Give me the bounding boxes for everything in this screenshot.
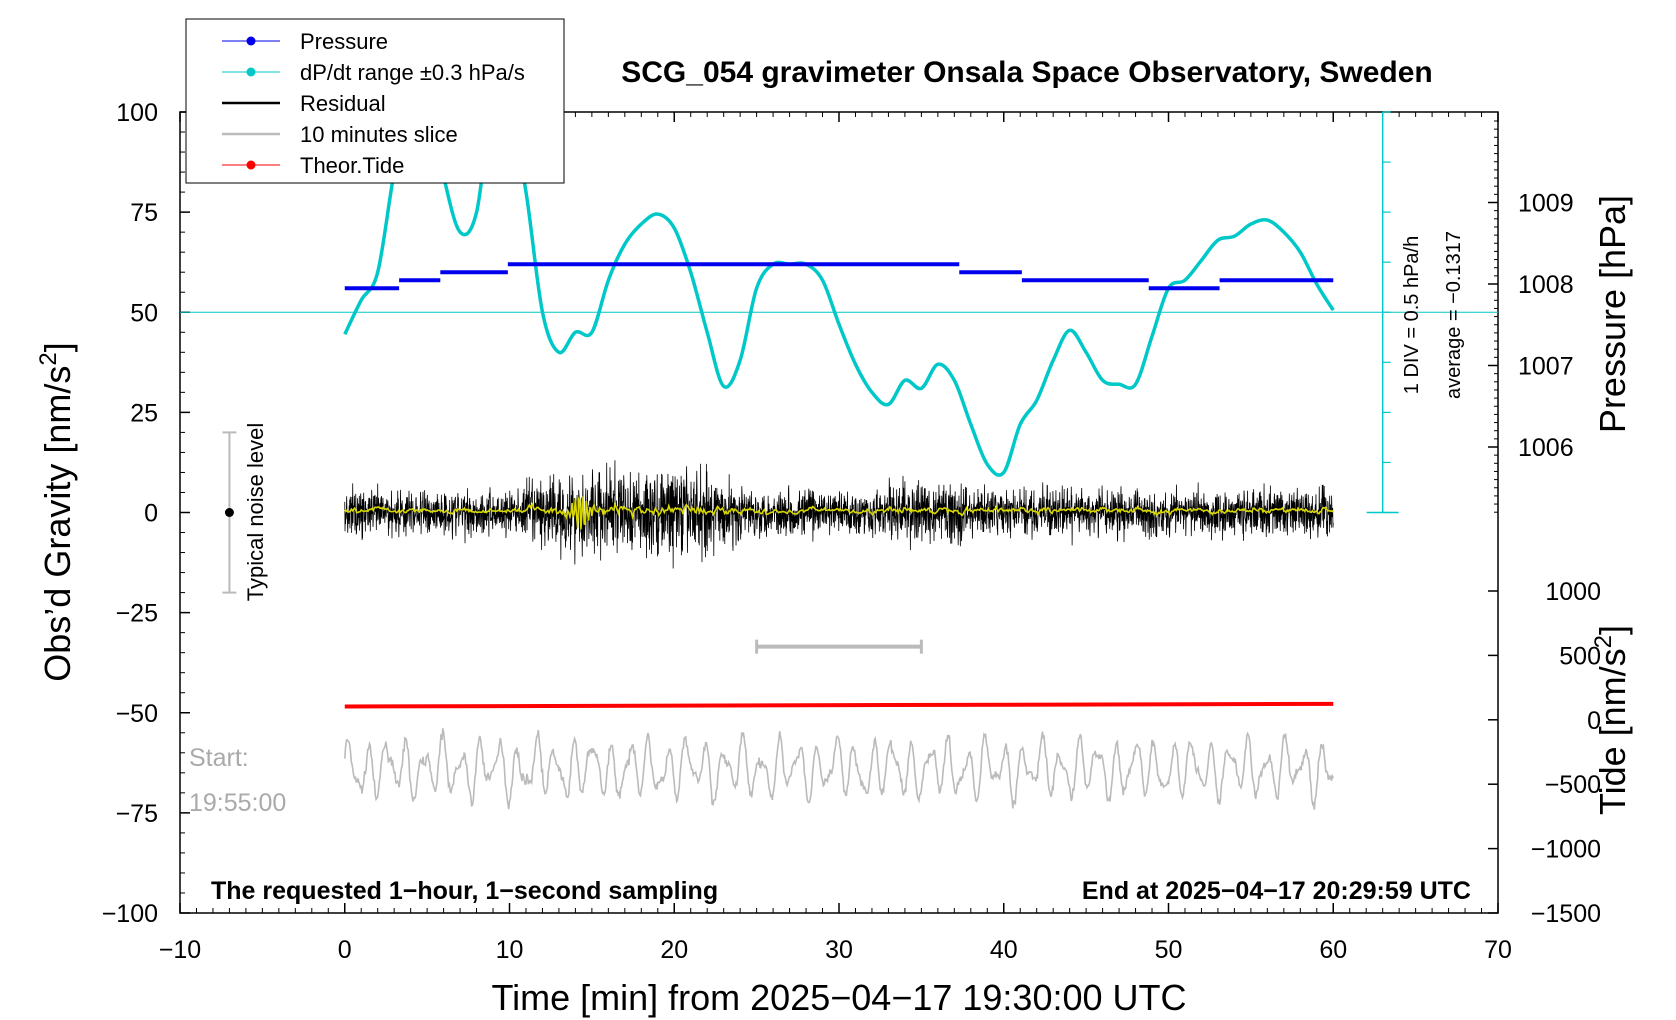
noise-level-indicator [222, 431, 237, 594]
legend: Pressure dP/dt range ±0.3 hPa/s Residual 10… [185, 18, 565, 184]
x-tick-label: −10 [159, 936, 201, 964]
legend-label: dP/dt range ±0.3 hPa/s [300, 60, 525, 85]
pressure-rate-scale [180, 111, 1498, 514]
footer-sampling-note: The requested 1−hour, 1−second sampling [211, 877, 718, 905]
slice-start-time: 19:55:00 [189, 789, 286, 817]
y-axis-right-tide-label-close: ] [1592, 625, 1633, 635]
legend-swatch-dot [246, 160, 256, 170]
pressure-average-note: average = −0.1317 [1443, 231, 1465, 399]
x-tick-label: 50 [1155, 936, 1183, 964]
y-axis-right-pressure-label: Pressure [hPa] [1592, 195, 1633, 433]
theoretical-tide-line [344, 701, 1334, 709]
y-tick-label: 100 [116, 99, 158, 127]
y-axis-left-label-close: ] [37, 342, 78, 352]
y-tick-label: 0 [144, 500, 158, 528]
x-tick-label: 20 [660, 936, 688, 964]
x-tick-label: 10 [496, 936, 524, 964]
tide-tick-label: −1000 [1531, 836, 1601, 864]
tide-tick-label: 0 [1587, 707, 1601, 735]
y-tick-label: 50 [130, 299, 158, 327]
noise-center-dot [224, 508, 234, 517]
ten-minute-slice-line [344, 728, 1335, 810]
legend-label: Pressure [300, 29, 388, 54]
legend-box [185, 18, 565, 184]
dpdt-curve [343, 112, 1335, 477]
y-axis-left-label-main: Obs’d Gravity [nm/s [37, 366, 78, 682]
ten-minute-slice-layer [344, 728, 1335, 810]
x-tick-label: 30 [825, 936, 853, 964]
pressure-tick-label: 1008 [1518, 271, 1574, 299]
pressure-tick-label: 1006 [1518, 434, 1574, 462]
tide-tick-label: −1500 [1531, 900, 1601, 928]
axis-ticks: −10 0 10 20 30 40 50 60 701007550250−25−50−75−10… [102, 99, 1601, 964]
legend-label: 10 minutes slice [300, 122, 458, 147]
y-axis-left-label-sup: 2 [35, 352, 62, 365]
y-tick-label: −75 [116, 800, 158, 828]
legend-label: Residual [300, 91, 386, 116]
slice-start-label: Start: [189, 744, 249, 772]
y-tick-label: −100 [102, 900, 158, 928]
footer-end-time: End at 2025−04−17 20:29:59 UTC [1082, 877, 1471, 905]
legend-swatch-dot [246, 36, 256, 46]
y-axis-right-tide-label: Tide [nm/s2] [1590, 625, 1633, 815]
chart-title: SCG_054 gravimeter Onsala Space Observat… [621, 56, 1433, 89]
x-axis-label: Time [min] from 2025−04−17 19:30:00 UTC [491, 977, 1186, 1018]
series-layer [343, 112, 1335, 709]
noise-level-label: Typical noise level [243, 423, 268, 602]
y-axis-right-tide-label-sup: 2 [1590, 635, 1617, 648]
residual-smoothed-line [344, 496, 1334, 530]
x-tick-label: 40 [990, 936, 1018, 964]
pressure-scale-note: 1 DIV = 0.5 hPa/h [1401, 236, 1423, 394]
y-tick-label: 75 [130, 199, 158, 227]
tide-tick-label: 500 [1559, 642, 1601, 670]
legend-label: Theor.Tide [300, 153, 404, 178]
y-axis-right-tide-label-main: Tide [nm/s [1592, 648, 1633, 815]
x-tick-label: 70 [1484, 936, 1512, 964]
y-tick-label: 25 [130, 399, 158, 427]
residual-layer [344, 460, 1334, 569]
tide-tick-label: −500 [1545, 771, 1601, 799]
pressure-tick-label: 1007 [1518, 353, 1574, 381]
y-tick-label: −25 [116, 600, 158, 628]
tide-tick-label: 1000 [1545, 578, 1601, 606]
legend-swatch-dot [246, 67, 256, 77]
x-tick-label: 0 [338, 936, 352, 964]
y-tick-label: −50 [116, 700, 158, 728]
y-axis-left-label: Obs’d Gravity [nm/s2] [35, 342, 78, 681]
x-tick-label: 60 [1319, 936, 1347, 964]
pressure-tick-label: 1009 [1518, 190, 1574, 218]
residual-line [344, 460, 1334, 569]
